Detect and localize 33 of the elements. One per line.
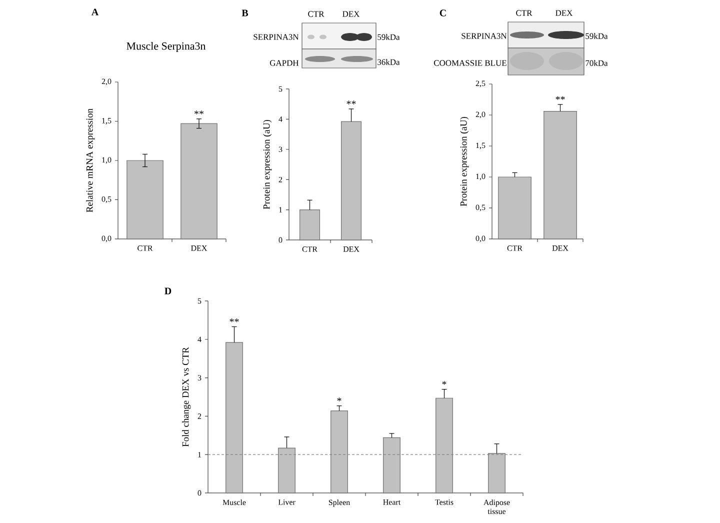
text: 59kDa [378,34,400,40]
annotation: * [442,381,446,385]
bar [278,448,296,494]
y-axis-title: Fold change DEX vs CTR [182,347,191,447]
bar [488,453,506,494]
y-axis-title: Protein expression (aU) [460,116,469,206]
text: SERPINA3N [254,34,299,40]
text: A [92,8,99,16]
text: 70kDa [586,60,608,66]
bar [226,342,243,494]
bar [330,410,348,494]
chart-title: Muscle Serpina3n [126,42,206,52]
text: SERPINA3N [462,33,507,39]
y-axis-title: Protein expression (aU) [263,120,272,210]
bar [383,437,400,494]
text: DEX [556,10,573,16]
text: COOMASSIE BLUE [434,60,506,66]
text: CTR [308,11,324,17]
annotation: ** [194,110,204,114]
annotation: ** [230,318,239,322]
y-axis-title: Relative mRNA expression [86,108,95,212]
text: C [440,10,446,16]
text: DEX [342,11,360,17]
text: GAPDH [270,60,299,66]
text: D [164,288,172,294]
annotation: ** [556,96,565,100]
text: 59kDa [586,33,608,39]
text: 36kDa [378,59,400,65]
annotation: * [337,398,342,402]
bar [436,398,453,494]
text: B [242,10,248,16]
annotation: ** [346,100,356,104]
text: CTR [516,10,532,16]
